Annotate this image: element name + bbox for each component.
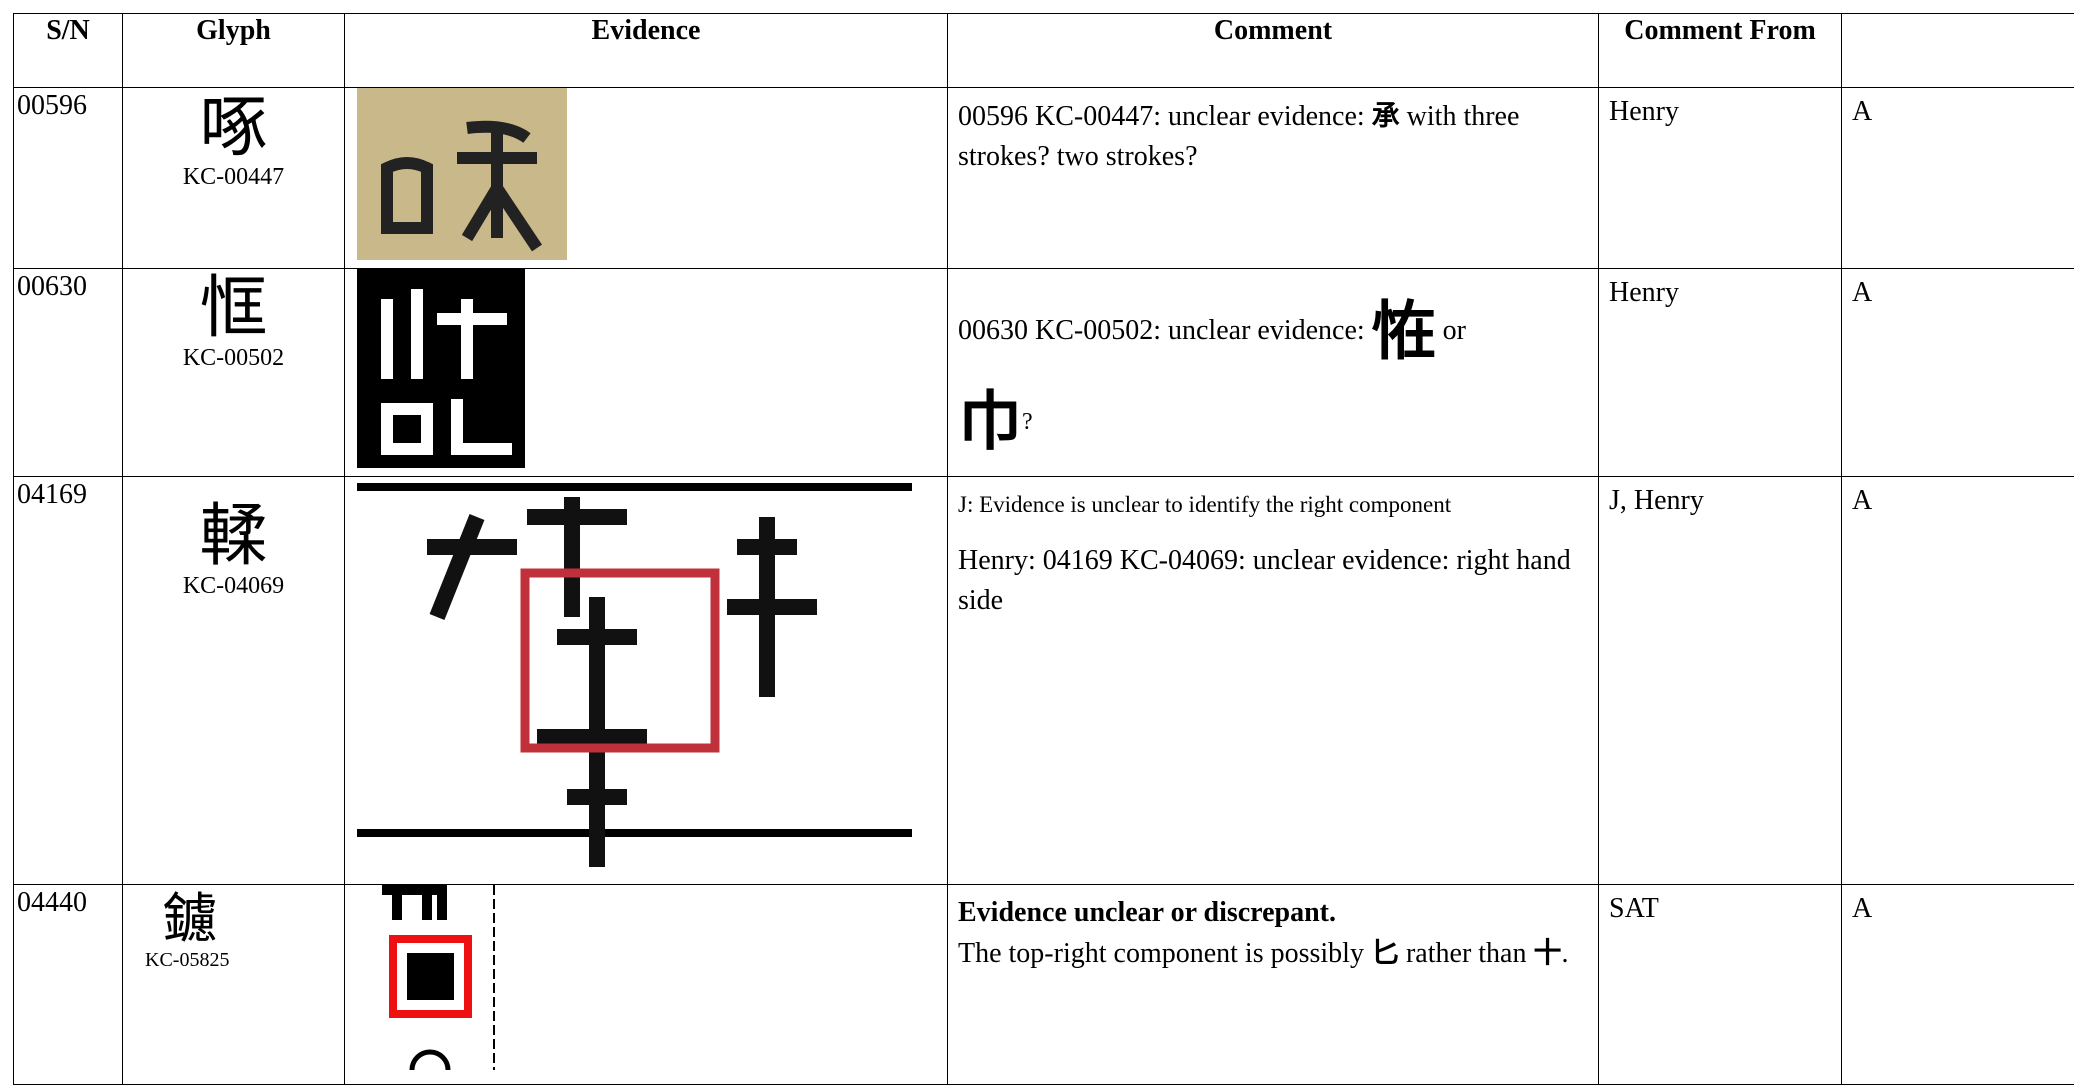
comment-text: or [1436, 315, 1466, 346]
evidence-image [357, 477, 912, 876]
comment-text: Evidence unclear or discrepant. [958, 893, 1588, 933]
comment-char: 巾 [958, 385, 1022, 459]
status: A [1842, 269, 2074, 477]
glyph: 輮 [127, 501, 340, 573]
glyph: 恇 [127, 273, 340, 345]
comment-text: The top-right component is possibly [958, 938, 1371, 969]
glyph: 啄 [127, 92, 340, 164]
comment-char: 十 [1533, 936, 1561, 969]
header-cell: S/N [14, 14, 123, 88]
evidence-image [357, 88, 567, 260]
header-cell: Comment [948, 14, 1599, 88]
comment-text: J: Evidence is unclear to identify the r… [958, 485, 1588, 525]
header-cell: Comment From [1599, 14, 1842, 88]
comment-text: rather than [1399, 938, 1534, 969]
comment-from: SAT [1599, 885, 1842, 1085]
sn: 04169 [14, 477, 123, 885]
comment-char: 承 [1372, 99, 1400, 132]
glyph-code: KC-00447 [127, 164, 340, 191]
review-table: S/N Glyph Evidence Comment Comment From … [13, 13, 2074, 1085]
comment-text: . [1562, 938, 1569, 969]
comment: 00596 KC-00447: unclear evidence: 承 with… [948, 88, 1599, 269]
comment-text: 00596 KC-00447: unclear evidence: [958, 101, 1372, 132]
evidence-image [357, 269, 525, 468]
comment-text: ? [1022, 409, 1033, 435]
evidence [345, 88, 948, 269]
sn: 00630 [14, 269, 123, 477]
glyph-code: KC-00502 [127, 345, 340, 372]
status: A [1842, 88, 2074, 269]
glyph-code: KC-05825 [145, 949, 340, 972]
header-row: S/N Glyph Evidence Comment Comment From [14, 14, 2074, 88]
status: A [1842, 885, 2074, 1085]
comment-from: J, Henry [1599, 477, 1842, 885]
header-cell: Glyph [123, 14, 345, 88]
sn: 00596 [14, 88, 123, 269]
evidence [345, 269, 948, 477]
comment-char: 匕 [1371, 936, 1399, 969]
comment: 00630 KC-00502: unclear evidence: 恠 or 巾… [948, 269, 1599, 477]
glyph-code: KC-04069 [127, 573, 340, 600]
status: A [1842, 477, 2074, 885]
comment-char: 恠 [1372, 296, 1436, 370]
comment: J: Evidence is unclear to identify the r… [948, 477, 1599, 885]
header-cell: Evidence [345, 14, 948, 88]
comment-text: Henry: 04169 KC-04069: unclear evidence:… [958, 541, 1588, 621]
header-cell [1842, 14, 2074, 88]
evidence [345, 885, 948, 1085]
glyph: 鑢 [145, 889, 235, 949]
comment-text: 00630 KC-00502: unclear evidence: [958, 315, 1372, 346]
sn: 04440 [14, 885, 123, 1085]
evidence [345, 477, 948, 885]
page: S/N Glyph Evidence Comment Comment From … [0, 0, 2074, 1042]
evidence-image [357, 885, 497, 1070]
comment: Evidence unclear or discrepant. The top-r… [948, 885, 1599, 1085]
comment-from: Henry [1599, 269, 1842, 477]
comment-from: Henry [1599, 88, 1842, 269]
